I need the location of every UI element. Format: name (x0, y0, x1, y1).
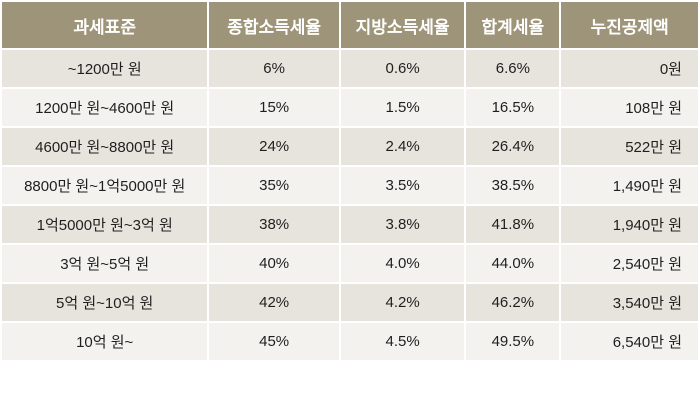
cell-tax-base: 1억5000만 원~3억 원 (2, 206, 208, 243)
cell-tax-base: 10억 원~ (2, 323, 208, 360)
cell-local-tax-rate: 2.4% (340, 128, 465, 165)
header-local-tax-rate: 지방소득세율 (340, 2, 465, 48)
cell-deduction: 6,540만 원 (561, 323, 698, 360)
cell-local-tax-rate: 4.0% (340, 245, 465, 282)
cell-deduction: 108만 원 (561, 89, 698, 126)
cell-income-tax-rate: 24% (209, 128, 339, 165)
cell-tax-base: 8800만 원~1억5000만 원 (2, 167, 208, 204)
tax-rate-table: 과세표준 종합소득세율 지방소득세율 합계세율 누진공제액 ~1200만 원 6… (2, 2, 698, 360)
table-row: 1200만 원~4600만 원 15% 1.5% 16.5% 108만 원 (2, 89, 698, 126)
cell-income-tax-rate: 42% (209, 284, 339, 321)
cell-total-rate: 38.5% (466, 167, 560, 204)
cell-local-tax-rate: 3.5% (340, 167, 465, 204)
table-row: 5억 원~10억 원 42% 4.2% 46.2% 3,540만 원 (2, 284, 698, 321)
header-row: 과세표준 종합소득세율 지방소득세율 합계세율 누진공제액 (2, 2, 698, 48)
table-row: 4600만 원~8800만 원 24% 2.4% 26.4% 522만 원 (2, 128, 698, 165)
cell-local-tax-rate: 4.2% (340, 284, 465, 321)
cell-total-rate: 26.4% (466, 128, 560, 165)
cell-local-tax-rate: 1.5% (340, 89, 465, 126)
cell-local-tax-rate: 4.5% (340, 323, 465, 360)
cell-income-tax-rate: 6% (209, 50, 339, 87)
cell-total-rate: 16.5% (466, 89, 560, 126)
cell-deduction: 3,540만 원 (561, 284, 698, 321)
cell-income-tax-rate: 40% (209, 245, 339, 282)
cell-income-tax-rate: 15% (209, 89, 339, 126)
cell-income-tax-rate: 38% (209, 206, 339, 243)
table-row: 3억 원~5억 원 40% 4.0% 44.0% 2,540만 원 (2, 245, 698, 282)
cell-income-tax-rate: 35% (209, 167, 339, 204)
cell-tax-base: 4600만 원~8800만 원 (2, 128, 208, 165)
cell-deduction: 522만 원 (561, 128, 698, 165)
header-income-tax-rate: 종합소득세율 (209, 2, 339, 48)
cell-deduction: 1,490만 원 (561, 167, 698, 204)
table-row: ~1200만 원 6% 0.6% 6.6% 0원 (2, 50, 698, 87)
header-progressive-deduction: 누진공제액 (561, 2, 698, 48)
cell-total-rate: 44.0% (466, 245, 560, 282)
cell-total-rate: 46.2% (466, 284, 560, 321)
cell-tax-base: 3억 원~5억 원 (2, 245, 208, 282)
cell-tax-base: 1200만 원~4600만 원 (2, 89, 208, 126)
cell-deduction: 0원 (561, 50, 698, 87)
cell-tax-base: ~1200만 원 (2, 50, 208, 87)
table-row: 1억5000만 원~3억 원 38% 3.8% 41.8% 1,940만 원 (2, 206, 698, 243)
cell-total-rate: 41.8% (466, 206, 560, 243)
table-row: 10억 원~ 45% 4.5% 49.5% 6,540만 원 (2, 323, 698, 360)
cell-income-tax-rate: 45% (209, 323, 339, 360)
cell-total-rate: 6.6% (466, 50, 560, 87)
cell-deduction: 2,540만 원 (561, 245, 698, 282)
cell-deduction: 1,940만 원 (561, 206, 698, 243)
cell-local-tax-rate: 0.6% (340, 50, 465, 87)
cell-local-tax-rate: 3.8% (340, 206, 465, 243)
cell-tax-base: 5억 원~10억 원 (2, 284, 208, 321)
table-row: 8800만 원~1억5000만 원 35% 3.5% 38.5% 1,490만 … (2, 167, 698, 204)
header-tax-base: 과세표준 (2, 2, 208, 48)
cell-total-rate: 49.5% (466, 323, 560, 360)
header-total-rate: 합계세율 (466, 2, 560, 48)
